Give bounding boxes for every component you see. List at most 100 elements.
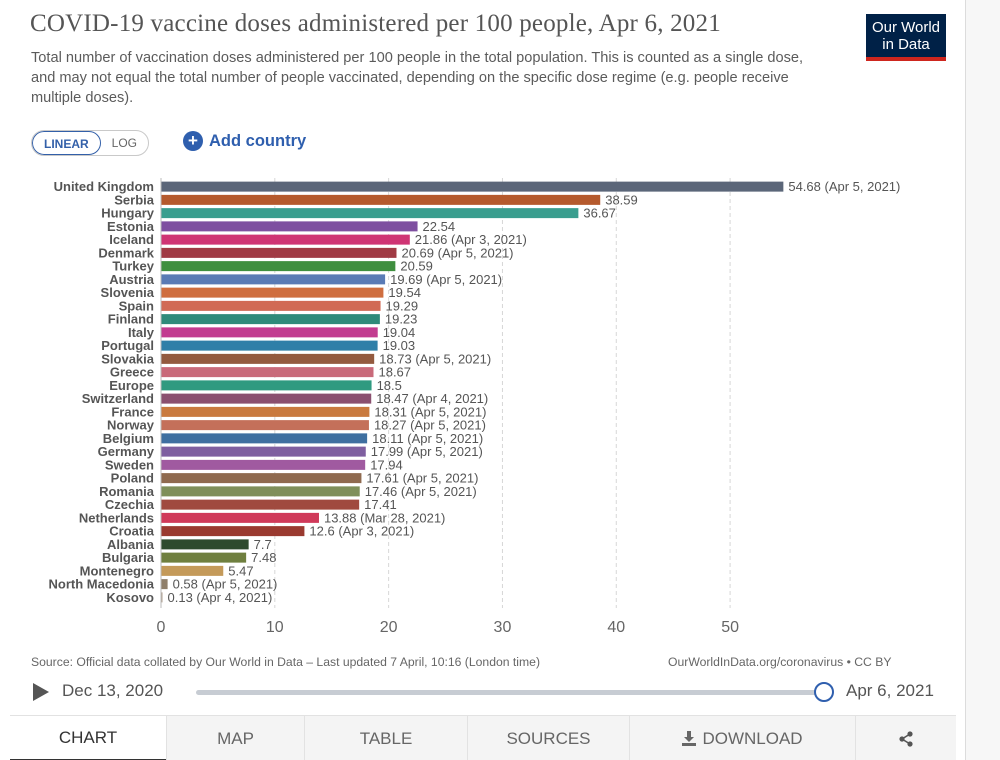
tab-download[interactable]: DOWNLOAD bbox=[629, 716, 855, 760]
category-label: Croatia bbox=[109, 524, 155, 539]
timeline-handle[interactable] bbox=[814, 682, 834, 702]
bar[interactable] bbox=[161, 340, 378, 351]
logo-line-2: in Data bbox=[882, 36, 930, 53]
tab-chart[interactable]: CHART bbox=[10, 716, 166, 760]
bar[interactable] bbox=[161, 446, 366, 457]
bar[interactable] bbox=[161, 314, 380, 325]
chart-card: COVID-19 vaccine doses administered per … bbox=[10, 0, 966, 760]
bar[interactable] bbox=[161, 181, 784, 192]
bar[interactable] bbox=[161, 300, 381, 311]
category-label: Iceland bbox=[109, 232, 154, 247]
bar[interactable] bbox=[161, 552, 247, 563]
timeline-track[interactable] bbox=[196, 690, 824, 695]
bar[interactable] bbox=[161, 353, 375, 364]
value-label: 5.47 bbox=[228, 563, 253, 578]
category-label: Norway bbox=[107, 418, 155, 433]
bar[interactable] bbox=[161, 526, 305, 537]
category-label: Slovenia bbox=[101, 285, 155, 300]
timeline-end-date: Apr 6, 2021 bbox=[846, 681, 934, 700]
value-label: 18.73 (Apr 5, 2021) bbox=[379, 351, 491, 366]
value-label: 7.7 bbox=[254, 537, 272, 552]
bar[interactable] bbox=[161, 367, 374, 378]
bar[interactable] bbox=[161, 420, 369, 431]
category-label: Czechia bbox=[105, 497, 155, 512]
add-country-label: Add country bbox=[209, 131, 307, 150]
category-label: Netherlands bbox=[79, 510, 154, 525]
value-label: 18.27 (Apr 5, 2021) bbox=[374, 418, 486, 433]
bar[interactable] bbox=[161, 393, 372, 404]
value-label: 17.41 bbox=[364, 497, 397, 512]
tab-bar: CHART MAP TABLE SOURCES DOWNLOAD bbox=[10, 715, 956, 760]
value-label: 7.48 bbox=[251, 550, 276, 565]
tab-share[interactable] bbox=[855, 716, 956, 760]
value-label: 13.88 (Mar 28, 2021) bbox=[324, 510, 445, 525]
license-link[interactable]: OurWorldInData.org/coronavirus • CC BY bbox=[668, 655, 892, 669]
bar[interactable] bbox=[161, 380, 372, 391]
category-label: Italy bbox=[128, 325, 155, 340]
bar[interactable] bbox=[161, 274, 386, 285]
bar[interactable] bbox=[161, 459, 366, 470]
bar[interactable] bbox=[161, 565, 224, 576]
value-label: 18.47 (Apr 4, 2021) bbox=[376, 391, 488, 406]
bar[interactable] bbox=[161, 473, 362, 484]
bar[interactable] bbox=[161, 234, 410, 245]
bar[interactable] bbox=[161, 433, 368, 444]
category-label: Europe bbox=[109, 378, 154, 393]
value-label: 12.6 (Apr 3, 2021) bbox=[309, 524, 414, 539]
x-tick-label: 30 bbox=[494, 619, 512, 636]
tab-table[interactable]: TABLE bbox=[304, 716, 467, 760]
owid-logo[interactable]: Our World in Data bbox=[866, 14, 946, 61]
category-label: Sweden bbox=[105, 457, 154, 472]
value-label: 19.29 bbox=[386, 298, 419, 313]
x-tick-label: 40 bbox=[607, 619, 625, 636]
category-label: Slovakia bbox=[101, 351, 155, 366]
play-icon[interactable] bbox=[33, 683, 49, 701]
bar[interactable] bbox=[161, 539, 249, 550]
share-icon bbox=[899, 730, 913, 747]
bar[interactable] bbox=[161, 261, 396, 272]
bar[interactable] bbox=[161, 406, 370, 417]
tab-table-label: TABLE bbox=[359, 728, 413, 748]
bar[interactable] bbox=[161, 208, 579, 219]
value-label: 36.67 bbox=[583, 206, 616, 221]
logo-line-1: Our World bbox=[871, 19, 941, 36]
category-label: Turkey bbox=[112, 259, 154, 274]
value-label: 18.67 bbox=[378, 365, 411, 380]
log-scale-button[interactable]: LOG bbox=[111, 136, 138, 150]
bar[interactable] bbox=[161, 287, 384, 298]
linear-scale-button[interactable]: LINEAR bbox=[32, 131, 101, 155]
x-tick-label: 20 bbox=[380, 619, 398, 636]
value-label: 18.31 (Apr 5, 2021) bbox=[374, 404, 486, 419]
bar[interactable] bbox=[161, 579, 168, 590]
scale-toggle: LINEAR LOG bbox=[31, 130, 150, 156]
value-label: 22.54 bbox=[423, 219, 456, 234]
tab-sources[interactable]: SOURCES bbox=[467, 716, 629, 760]
source-note: Source: Official data collated by Our Wo… bbox=[31, 655, 541, 669]
value-label: 19.04 bbox=[383, 325, 416, 340]
category-label: Kosovo bbox=[106, 590, 154, 605]
download-icon bbox=[682, 731, 697, 746]
tab-download-label: DOWNLOAD bbox=[702, 728, 803, 748]
bar[interactable] bbox=[161, 221, 418, 232]
value-label: 17.99 (Apr 5, 2021) bbox=[371, 444, 483, 459]
category-label: Poland bbox=[111, 471, 154, 486]
bar[interactable] bbox=[161, 499, 360, 510]
value-label: 0.13 (Apr 4, 2021) bbox=[168, 590, 273, 605]
value-label: 20.59 bbox=[400, 259, 433, 274]
bar[interactable] bbox=[161, 592, 163, 603]
value-label: 19.23 bbox=[385, 312, 418, 327]
bar[interactable] bbox=[161, 247, 397, 258]
tab-map[interactable]: MAP bbox=[166, 716, 304, 760]
category-label: Switzerland bbox=[82, 391, 154, 406]
category-label: Bulgaria bbox=[102, 550, 155, 565]
bar[interactable] bbox=[161, 486, 360, 497]
tab-map-label: MAP bbox=[217, 728, 254, 748]
category-label: Greece bbox=[110, 365, 154, 380]
bar[interactable] bbox=[161, 512, 319, 523]
value-label: 18.11 (Apr 5, 2021) bbox=[372, 431, 483, 446]
bar[interactable] bbox=[161, 327, 378, 338]
bar[interactable] bbox=[161, 194, 601, 205]
add-country-button[interactable]: + Add country bbox=[183, 131, 306, 151]
category-label: Serbia bbox=[114, 192, 155, 207]
category-label: Germany bbox=[98, 444, 155, 459]
